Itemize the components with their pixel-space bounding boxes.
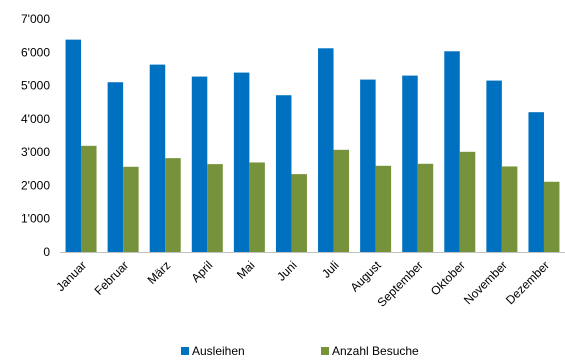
bar-anzahl-besuche-november	[501, 166, 518, 252]
bar-anzahl-besuche-dezember	[543, 181, 560, 252]
x-tick-label: September	[374, 258, 425, 309]
bar-ausleihen-august	[360, 79, 376, 252]
x-tick-label: März	[145, 258, 174, 287]
bar-anzahl-besuche-februar	[123, 166, 139, 252]
legend-label: Ausleihen	[192, 344, 245, 358]
bar-anzahl-besuche-mai	[249, 162, 265, 252]
x-tick-label: April	[189, 258, 216, 285]
legend: Ausleihen Anzahl Besuche	[181, 344, 419, 358]
x-tick-label: Juni	[274, 258, 299, 283]
y-tick-label: 6'000	[21, 45, 50, 59]
bar-anzahl-besuche-oktober	[459, 151, 476, 252]
bar-anzahl-besuche-august	[375, 165, 392, 252]
bar-anzahl-besuche-juni	[291, 174, 307, 252]
x-tick-label: Mai	[234, 258, 258, 282]
bar-ausleihen-september	[402, 75, 418, 252]
bar-ausleihen-januar	[65, 39, 82, 252]
bar-ausleihen-dezember	[528, 112, 544, 252]
bar-anzahl-besuche-september	[417, 163, 434, 252]
y-tick-label: 1'000	[21, 212, 50, 226]
bar-ausleihen-november	[486, 80, 502, 252]
x-axis-ticks: Januar Februar März April Mai Juni Juli AugustS…	[53, 258, 552, 310]
x-tick-label: November	[461, 258, 510, 307]
bar-ausleihen-april	[191, 76, 208, 252]
y-tick-label: 0	[43, 245, 50, 259]
y-tick-label: 3'000	[21, 145, 50, 159]
y-axis-ticks: 0 1'000 2'000 3'000 4'000 5'000 6'000 7'000	[21, 12, 50, 259]
bar-ausleihen-februar	[107, 82, 124, 252]
y-tick-label: 2'000	[21, 178, 50, 192]
legend-swatch	[321, 347, 329, 355]
bar-anzahl-besuche-januar	[81, 145, 97, 252]
x-tick-label: Februar	[92, 258, 132, 298]
y-tick-label: 5'000	[21, 79, 50, 93]
y-tick-label: 7'000	[21, 12, 50, 26]
bar-anzahl-besuche-april	[207, 164, 223, 252]
x-tick-label: Dezember	[503, 258, 552, 307]
x-tick-label: August	[347, 258, 384, 295]
x-tick-label: Juli	[319, 258, 342, 281]
bar-ausleihen-mai	[233, 72, 250, 252]
bars-group	[65, 39, 560, 253]
y-tick-label: 4'000	[21, 112, 50, 126]
x-tick-label: Oktober	[428, 258, 468, 298]
bar-ausleihen-märz	[149, 64, 166, 252]
bar-ausleihen-oktober	[444, 51, 460, 253]
legend-swatch	[181, 347, 189, 355]
bar-anzahl-besuche-märz	[165, 158, 181, 252]
legend-item-ausleihen: Ausleihen	[181, 344, 245, 358]
x-tick-label: Januar	[53, 258, 89, 294]
bar-anzahl-besuche-juli	[333, 149, 350, 252]
bar-ausleihen-juli	[318, 48, 334, 252]
legend-item-anzahl-besuche: Anzahl Besuche	[321, 344, 419, 358]
bar-ausleihen-juni	[275, 95, 292, 252]
legend-label: Anzahl Besuche	[332, 344, 419, 358]
